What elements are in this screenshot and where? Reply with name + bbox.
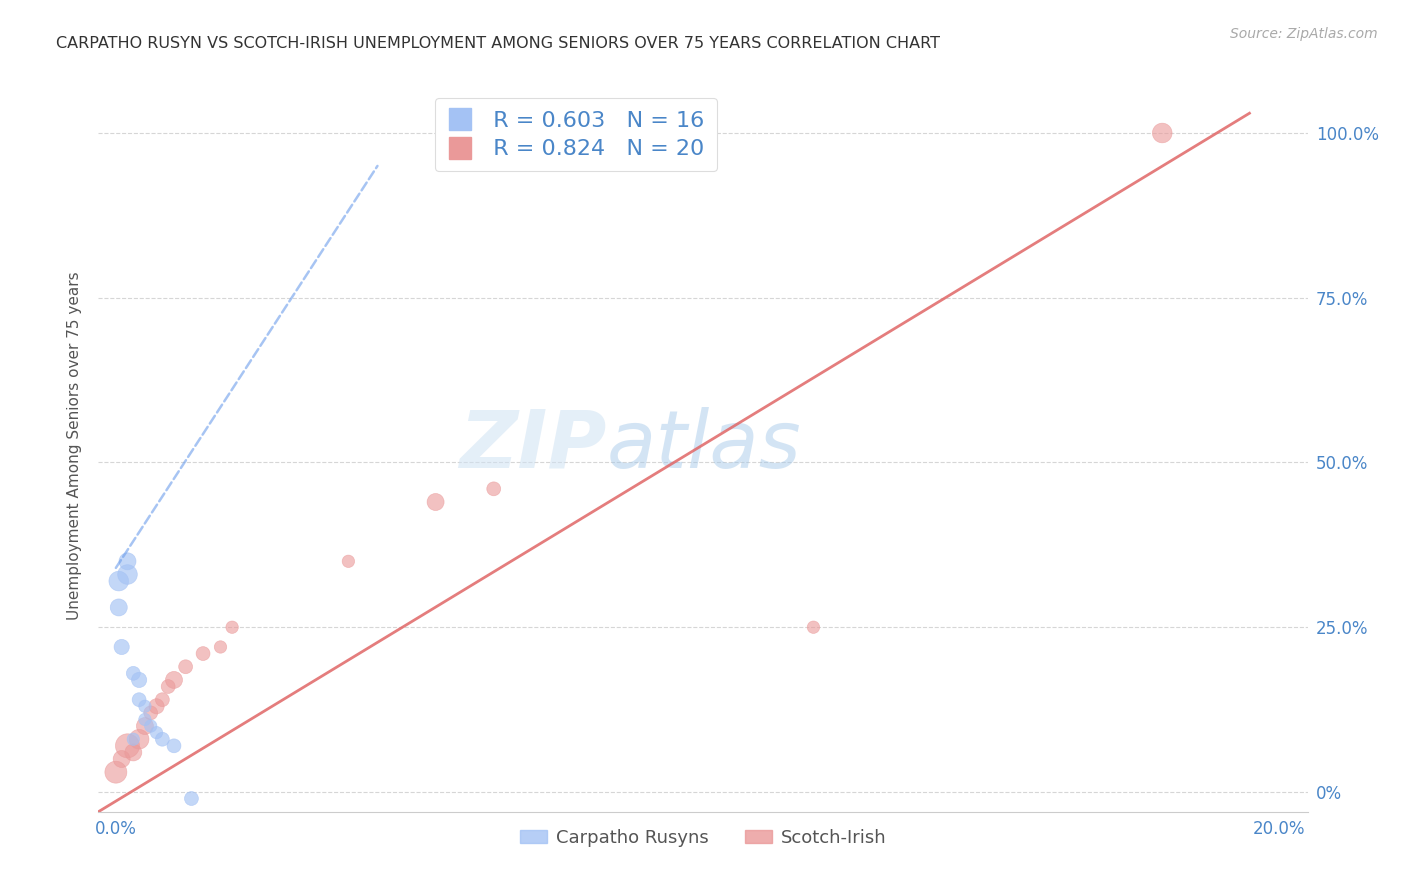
Point (221, 620, 243, 634)
Y-axis label: Unemployment Among Seniors over 75 years: Unemployment Among Seniors over 75 years (67, 272, 83, 620)
Point (163, 673, 186, 687)
Point (425, 495, 447, 509)
Point (134, 699, 156, 714)
Point (128, 692, 150, 706)
Point (117, 567, 139, 582)
Point (139, 706, 162, 720)
Point (111, 752, 134, 766)
Point (117, 739, 139, 753)
Point (163, 739, 186, 753)
Text: ZIP: ZIP (458, 407, 606, 485)
Point (482, 482, 505, 496)
Point (174, 659, 197, 673)
Text: CARPATHO RUSYN VS SCOTCH-IRISH UNEMPLOYMENT AMONG SENIORS OVER 75 YEARS CORRELAT: CARPATHO RUSYN VS SCOTCH-IRISH UNEMPLOYM… (56, 36, 941, 51)
Point (180, 791, 202, 805)
Point (134, 719, 156, 733)
Text: atlas: atlas (606, 407, 801, 485)
Point (191, 647, 214, 661)
Point (1152, 126, 1174, 140)
Point (150, 732, 173, 747)
Point (122, 666, 145, 681)
Point (107, 574, 129, 588)
Point (107, 600, 129, 615)
Point (337, 554, 360, 568)
Point (111, 640, 134, 654)
Point (122, 746, 145, 760)
Point (139, 719, 162, 733)
Text: Source: ZipAtlas.com: Source: ZipAtlas.com (1230, 27, 1378, 41)
Point (145, 725, 167, 739)
Point (209, 640, 232, 654)
Point (803, 620, 825, 634)
Point (104, 765, 127, 780)
Point (145, 699, 167, 714)
Point (128, 673, 150, 687)
Point (122, 732, 145, 747)
Point (134, 713, 156, 727)
Point (157, 680, 180, 694)
Point (128, 732, 150, 747)
Point (150, 692, 173, 706)
Point (117, 554, 139, 568)
Legend: Carpatho Rusyns, Scotch-Irish: Carpatho Rusyns, Scotch-Irish (512, 822, 894, 854)
